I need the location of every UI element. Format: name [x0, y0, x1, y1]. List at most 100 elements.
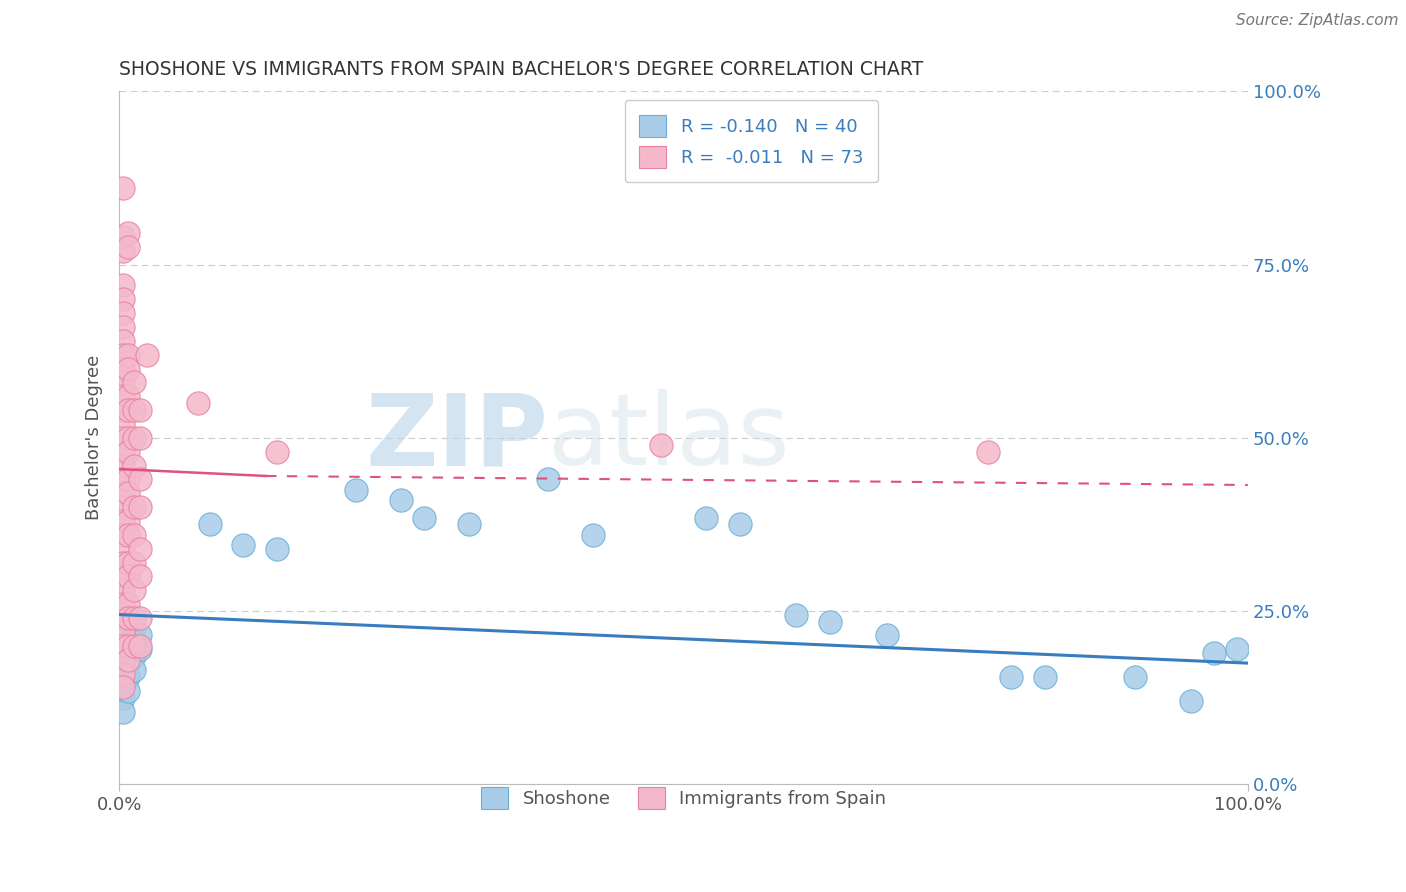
Point [117, 528, 139, 542]
Point [117, 656, 139, 670]
Point [122, 639, 145, 653]
Point [1000, 670, 1022, 684]
Point [111, 639, 134, 653]
Point [128, 541, 150, 556]
Point [391, 493, 413, 508]
Point [111, 376, 134, 390]
Point [117, 642, 139, 657]
Point [122, 403, 145, 417]
Point [111, 624, 134, 639]
Point [128, 639, 150, 653]
Point [128, 628, 150, 642]
Point [111, 556, 134, 570]
Point [344, 483, 367, 497]
Point [117, 611, 139, 625]
Point [650, 438, 672, 452]
Point [111, 514, 134, 528]
Point [117, 472, 139, 486]
Point [122, 663, 145, 677]
Point [111, 690, 134, 705]
Point [117, 486, 139, 500]
Point [198, 517, 221, 532]
Point [111, 569, 134, 583]
Point [111, 292, 134, 306]
Point [117, 227, 139, 241]
Point [111, 541, 134, 556]
Point [111, 486, 134, 500]
Legend: Shoshone, Immigrants from Spain: Shoshone, Immigrants from Spain [467, 773, 901, 824]
Point [266, 444, 288, 458]
Point [117, 514, 139, 528]
Point [1225, 642, 1247, 657]
Point [122, 528, 145, 542]
Point [111, 607, 134, 622]
Point [111, 653, 134, 667]
Point [117, 615, 139, 629]
Point [111, 681, 134, 695]
Point [128, 403, 150, 417]
Point [122, 458, 145, 473]
Text: Source: ZipAtlas.com: Source: ZipAtlas.com [1236, 13, 1399, 29]
Point [111, 472, 134, 486]
Point [117, 670, 139, 684]
Point [785, 607, 807, 622]
Point [111, 334, 134, 348]
Point [413, 510, 436, 524]
Point [820, 615, 842, 629]
Point [122, 556, 145, 570]
Point [1180, 694, 1202, 708]
Point [232, 538, 254, 552]
Point [128, 472, 150, 486]
Point [111, 622, 134, 636]
Point [111, 635, 134, 649]
Point [111, 389, 134, 403]
Point [117, 597, 139, 611]
Point [117, 628, 139, 642]
Point [266, 541, 288, 556]
Point [111, 361, 134, 376]
Point [122, 611, 145, 625]
Point [111, 500, 134, 515]
Point [728, 517, 751, 532]
Point [122, 635, 145, 649]
Point [111, 611, 134, 625]
Point [111, 666, 134, 681]
Point [1202, 646, 1225, 660]
Point [117, 348, 139, 362]
Point [117, 389, 139, 403]
Point [128, 500, 150, 515]
Point [122, 376, 145, 390]
Point [111, 597, 134, 611]
Point [117, 639, 139, 653]
Point [122, 431, 145, 445]
Point [128, 569, 150, 583]
Point [977, 444, 1000, 458]
Point [122, 649, 145, 664]
Text: SHOSHONE VS IMMIGRANTS FROM SPAIN BACHELOR'S DEGREE CORRELATION CHART: SHOSHONE VS IMMIGRANTS FROM SPAIN BACHEL… [120, 60, 924, 78]
Text: atlas: atlas [548, 389, 790, 486]
Point [128, 642, 150, 657]
Point [128, 611, 150, 625]
Point [111, 677, 134, 691]
Point [187, 396, 209, 410]
Point [111, 458, 134, 473]
Point [111, 181, 134, 195]
Point [117, 444, 139, 458]
Point [117, 403, 139, 417]
Point [111, 320, 134, 334]
Point [117, 556, 139, 570]
Point [1123, 670, 1146, 684]
Point [876, 628, 898, 642]
Point [111, 403, 134, 417]
Point [117, 361, 139, 376]
Point [122, 500, 145, 515]
Point [111, 705, 134, 719]
Point [111, 649, 134, 664]
Point [136, 348, 159, 362]
Point [111, 230, 134, 244]
Point [111, 444, 134, 458]
Point [111, 663, 134, 677]
Point [695, 510, 717, 524]
Point [122, 622, 145, 636]
Point [1033, 670, 1056, 684]
